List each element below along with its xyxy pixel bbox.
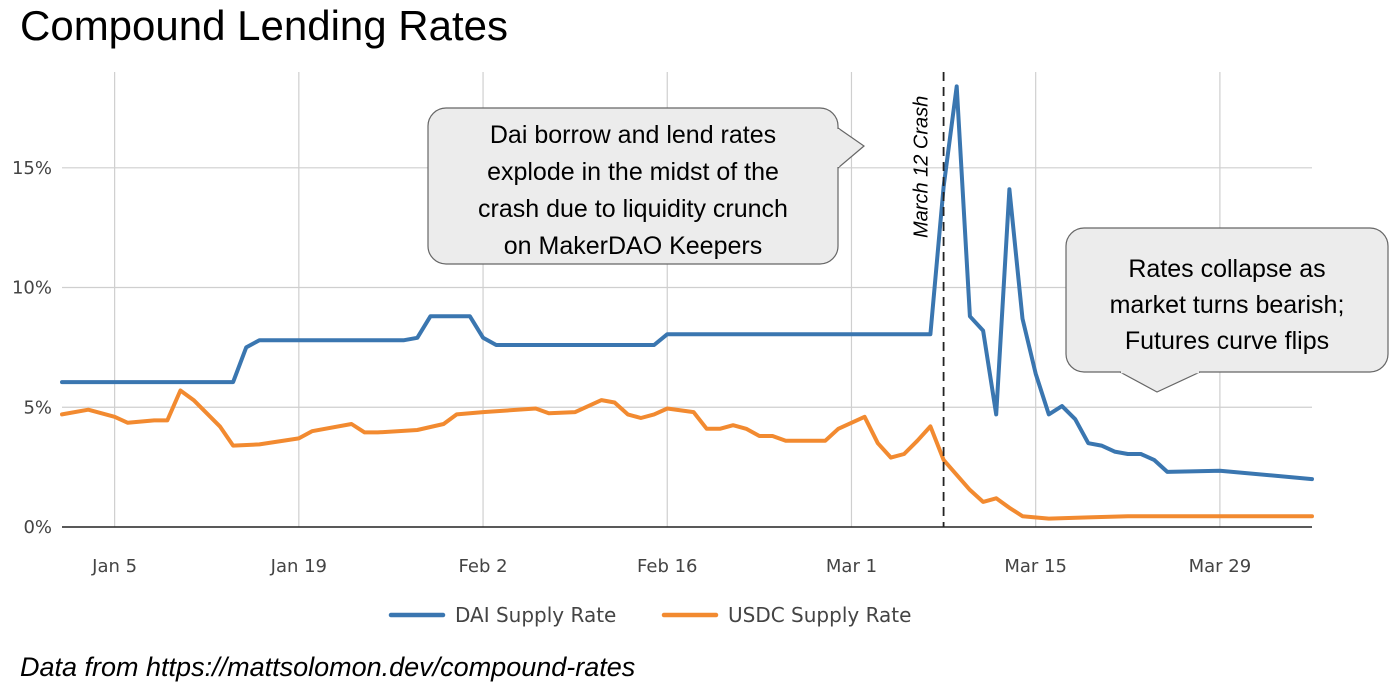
usdc-supply-rate-line (60, 388, 1314, 521)
x-tick-label: Jan 19 (270, 556, 327, 577)
legend-item-usdc: USDC Supply Rate (661, 603, 911, 627)
legend: DAI Supply Rate USDC Supply Rate (388, 603, 911, 627)
legend-label: USDC Supply Rate (728, 603, 911, 627)
x-tick-label: Mar 29 (1189, 556, 1252, 577)
callout-text-line: market turns bearish; (1110, 291, 1345, 319)
axis-layer: Jan 5 Jan 19 Feb 2 Feb 16 Mar 1 Mar 15 Mar 29 0… (12, 158, 1312, 577)
x-tick-label: Mar 1 (826, 556, 877, 577)
callout-text-line: on MakerDAO Keepers (504, 232, 762, 260)
crash-marker-label: March 12 Crash (911, 96, 933, 238)
dai-spike-callout: Dai borrow and lend rates explode in the … (427, 107, 865, 265)
chart-title: Compound Lending Rates (20, 2, 509, 49)
data-source-caption: Data from https://mattsolomon.dev/compou… (20, 652, 636, 682)
x-tick-label: Jan 5 (91, 556, 137, 577)
annotation-layer: March 12 Crash Dai borrow and lend rates e… (427, 72, 1389, 527)
x-tick-label: Mar 15 (1004, 556, 1067, 577)
legend-label: DAI Supply Rate (455, 603, 616, 627)
callout-tail (1119, 371, 1201, 393)
callout-text-line: Dai borrow and lend rates (490, 121, 776, 149)
callout-box (427, 107, 839, 265)
y-tick-label: 5% (23, 397, 52, 418)
dai-supply-rate-line (60, 84, 1314, 482)
x-tick-label: Feb 16 (637, 556, 698, 577)
callout-box (1065, 227, 1389, 373)
series-layer (60, 84, 1314, 521)
rates-collapse-callout: Rates collapse as market turns bearish; Fu… (1065, 227, 1389, 393)
callout-text-line: Rates collapse as (1128, 255, 1325, 283)
y-tick-label: 0% (23, 517, 52, 538)
y-tick-label: 15% (12, 158, 52, 179)
legend-item-dai: DAI Supply Rate (388, 603, 616, 627)
callout-text-line: explode in the midst of the (487, 158, 779, 186)
callout-text-line: crash due to liquidity crunch (478, 195, 788, 223)
callout-text-line: Futures curve flips (1125, 327, 1329, 355)
x-tick-label: Feb 2 (459, 556, 508, 577)
y-tick-label: 10% (12, 278, 52, 299)
